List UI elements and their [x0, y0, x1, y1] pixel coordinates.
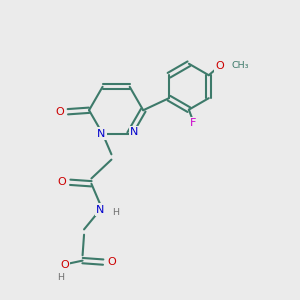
Text: O: O	[60, 260, 69, 270]
Text: O: O	[55, 107, 64, 117]
Text: H: H	[112, 208, 119, 217]
Text: N: N	[97, 129, 105, 139]
Text: CH₃: CH₃	[231, 61, 249, 70]
Text: H: H	[57, 273, 64, 282]
Text: O: O	[58, 177, 66, 187]
Text: N: N	[96, 205, 104, 215]
Text: O: O	[107, 257, 116, 267]
Text: O: O	[216, 61, 224, 71]
Text: N: N	[130, 127, 138, 137]
Text: F: F	[190, 118, 196, 128]
